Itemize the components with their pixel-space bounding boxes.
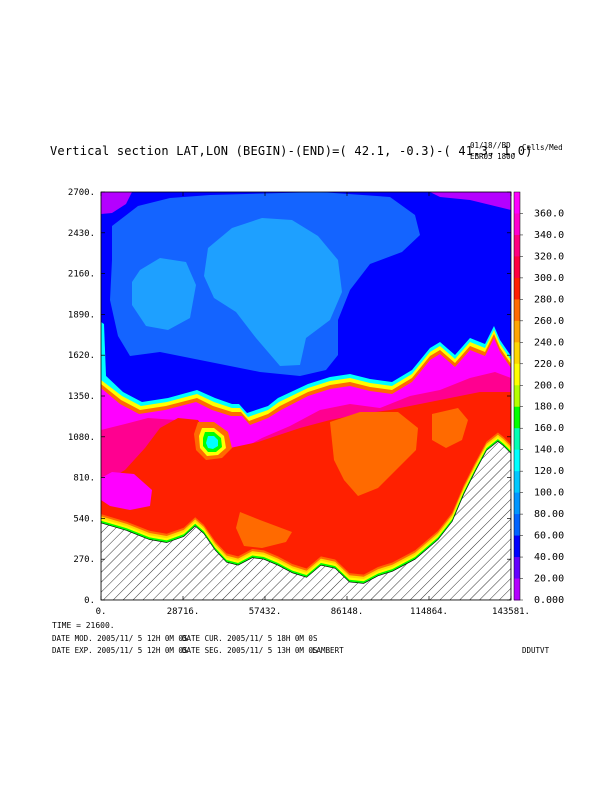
colorbar-swatch [514,492,520,515]
band-pink-left-low [101,472,152,510]
colorbar-label: 240.0 [534,337,564,348]
bubble-cyan [206,436,218,449]
colorbar-label: 360.0 [534,208,564,219]
y-tick-label: 2430. [68,229,95,239]
colorbar-swatch [514,449,520,472]
colorbar-swatch [514,342,520,365]
x-tick-label: 86148. [331,607,364,617]
y-tick-label: 0. [84,596,95,606]
colorbar-label: 340.0 [534,230,564,241]
run-date: 01/18//BD [470,141,511,150]
y-axis: 0. 270. 540. 810. 1080. 1350. 1620. 1890. 2160. 2… [68,188,511,606]
colorbar-swatch [514,578,520,601]
vertical-section-chart: 0. 270. 540. 810. 1080. 1350. 1620. 1890. 2160. 2… [68,188,564,617]
x-tick-label: 114864. [410,607,448,617]
x-tick-label: 57432. [249,607,282,617]
band-orange-lower-patch [236,512,292,548]
colorbar-label: 40.00 [534,552,564,563]
band-purple-top-left [101,192,132,214]
colorbar-label: 140.0 [534,445,564,456]
colorbar-label: 20.00 [534,574,564,585]
colorbar-swatch [514,406,520,429]
colorbar-frame [513,191,521,601]
y-tick-label: 540. [73,514,95,524]
y-tick-label: 2700. [68,188,95,198]
band-orange-patch-right [432,408,468,448]
colorbar-swatch [514,192,520,214]
units-label: Cells/Med [522,143,563,152]
colorbar-label: 180.0 [534,402,564,413]
colorbar-swatch [514,471,520,494]
band-light-blue-left [132,258,196,330]
colorbar-swatch [514,363,520,386]
colorbar-swatch [514,535,520,558]
band-purple-top-right [430,192,511,210]
colorbar-swatch [514,428,520,451]
colorbar-label: 280.0 [534,294,564,305]
colorbar-label: 220.0 [534,359,564,370]
band-light-blue-center [204,218,342,366]
colorbar-label: 300.0 [534,273,564,284]
colorbar-swatch [514,385,520,408]
time-label: TIME = 21600. [52,621,115,630]
projection-label: LAMBERT [312,646,344,655]
y-tick-label: 2160. [68,270,95,280]
colorbar-label: 60.00 [534,531,564,542]
x-tick-label: 143581. [492,607,530,617]
y-tick-label: 1350. [68,392,95,402]
date-cur: DATE CUR. 2005/11/ 5 18H 0M 0S [182,634,318,643]
band-orange-patch-center [330,412,418,496]
run-id: EBR05 1800 [470,152,516,161]
colorbar-swatch [514,234,520,257]
colorbar-label: 260.0 [534,316,564,327]
colorbar-legend: 360.0 340.0 320.0 300.0 280.0 260.0 240.0 220.0… [513,191,564,606]
band-left-edge-cyan [101,322,106,376]
y-tick-label: 1620. [68,351,95,361]
y-tick-label: 810. [73,474,95,484]
program-label: DDUTVT [522,646,550,655]
colorbar-label: 320.0 [534,251,564,262]
x-tick-label: 28716. [167,607,200,617]
y-tick-label: 270. [73,555,95,565]
colorbar-swatch [514,277,520,300]
colorbar-label: 80.00 [534,509,564,520]
terrain-hatched [101,440,511,600]
x-tick-label: 0. [96,607,107,617]
colorbar-label: 100.0 [534,488,564,499]
contour-field [101,192,511,600]
colorbar-swatch [514,320,520,343]
colorbar-swatch [514,256,520,279]
date-seg: DATE SEG. 2005/11/ 5 13H 0M 0S [182,646,318,655]
y-tick-label: 1890. [68,310,95,320]
colorbar-label: 120.0 [534,466,564,477]
date-mod: DATE MOD. 2005/11/ 5 12H 0M 0S [52,634,188,643]
colorbar-swatch [514,557,520,580]
colorbar-swatch [514,514,520,537]
chart-title: Vertical section LAT,LON (BEGIN)-(END)=(… [50,144,533,158]
colorbar-swatch [514,299,520,322]
y-tick-label: 1080. [68,433,95,443]
colorbar-label: 0.000 [534,595,564,606]
colorbar-label: 160.0 [534,423,564,434]
date-exp: DATE EXP. 2005/11/ 5 12H 0M 0S [52,646,188,655]
colorbar-label: 200.0 [534,380,564,391]
x-axis: 0. 28716. 57432. 86148. 114864. 143581. [96,192,530,617]
colorbar-swatch [514,213,520,236]
